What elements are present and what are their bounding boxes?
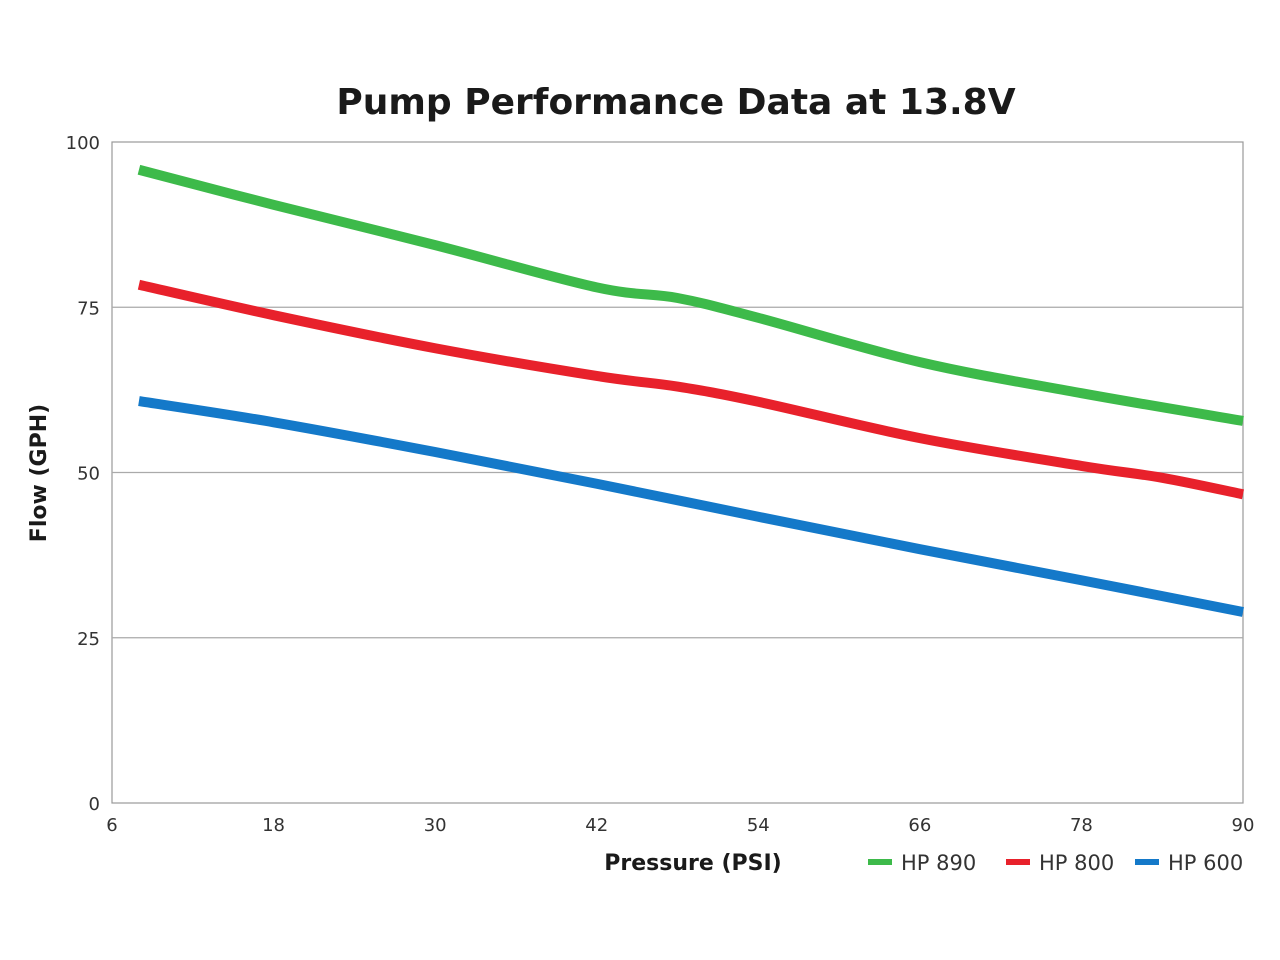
series-line-hp-890 xyxy=(137,164,1244,426)
x-tick-label: 42 xyxy=(585,815,608,836)
y-tick-label: 25 xyxy=(77,629,100,650)
x-tick-label: 90 xyxy=(1232,815,1255,836)
x-tick-label: 18 xyxy=(262,815,285,836)
x-tick-label: 54 xyxy=(747,815,770,836)
chart-title: Pump Performance Data at 13.8V xyxy=(336,82,1015,123)
legend-label: HP 600 xyxy=(1168,851,1243,875)
x-tick-label: 6 xyxy=(106,815,117,836)
x-tick-label: 66 xyxy=(908,815,931,836)
x-tick-label: 78 xyxy=(1070,815,1093,836)
legend-label: HP 800 xyxy=(1039,851,1114,875)
y-axis-label: Flow (GPH) xyxy=(27,404,52,542)
series-line-hp-800 xyxy=(137,279,1245,500)
y-tick-label: 100 xyxy=(66,133,100,154)
legend: HP 890 HP 800 HP 600 xyxy=(868,851,1243,875)
y-tick-label: 0 xyxy=(89,794,100,815)
series-line-hp-600 xyxy=(138,396,1244,617)
y-tick-label: 50 xyxy=(77,464,100,485)
legend-label: HP 890 xyxy=(901,851,976,875)
y-tick-label: 75 xyxy=(77,298,100,319)
x-axis-label: Pressure (PSI) xyxy=(604,851,781,876)
x-tick-label: 30 xyxy=(424,815,447,836)
